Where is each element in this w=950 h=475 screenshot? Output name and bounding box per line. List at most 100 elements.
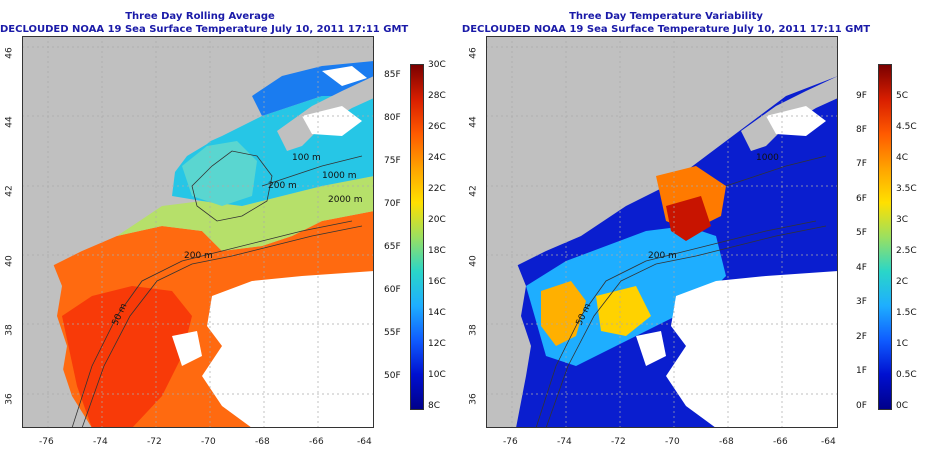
left-cbar-c-label: 30C: [428, 60, 446, 70]
variability-high-a: [541, 281, 586, 346]
left-cbar-f-label: 85F: [384, 70, 401, 80]
right-map-frame: [486, 36, 838, 428]
left-cbar-f-label: 60F: [384, 285, 401, 295]
left-title: Three Day Rolling Average: [125, 11, 275, 22]
left-x-tick: -64: [357, 437, 372, 447]
left-x-tick: -74: [93, 437, 108, 447]
right-cbar-f-label: 2F: [856, 332, 867, 342]
right-cbar-c-label: 0C: [896, 401, 909, 411]
bathymetry-contours: [535, 155, 827, 429]
contour-label-1000m: 1000 m: [322, 171, 357, 181]
left-cbar-f-label: 70F: [384, 199, 401, 209]
right-x-tick: -74: [557, 437, 572, 447]
cloud-mask-north-1: [766, 106, 826, 136]
right-cbar-c-label: 5C: [896, 91, 909, 101]
right-cbar-c-label: 0.5C: [896, 370, 917, 380]
left-y-tick: 44: [4, 116, 15, 128]
ocean-gulf-maine: [182, 141, 257, 206]
right-cbar-f-label: 1F: [856, 366, 867, 376]
contour-label-200m: 200 m: [648, 251, 677, 261]
contour-label-200m-a: 200 m: [184, 251, 213, 261]
right-colorbar: [878, 64, 892, 410]
left-cbar-f-label: 55F: [384, 328, 401, 338]
left-cbar-c-label: 26C: [428, 122, 446, 132]
cloud-mask-north-1: [302, 106, 362, 136]
contour-label-100m: 100 m: [292, 153, 321, 163]
right-y-tick: 46: [468, 47, 479, 59]
right-map: 50 m 200 m 1000: [486, 36, 838, 429]
variability-peak: [666, 196, 711, 241]
left-cbar-f-label: 80F: [384, 113, 401, 123]
right-x-tick: -64: [821, 437, 836, 447]
right-x-tick: -68: [719, 437, 734, 447]
right-cbar-c-label: 2.5C: [896, 246, 917, 256]
left-map-frame: [22, 36, 374, 428]
left-x-tick: -76: [39, 437, 54, 447]
left-x-tick: -70: [201, 437, 216, 447]
right-cbar-f-label: 5F: [856, 228, 867, 238]
bathymetry-contours: [71, 150, 363, 429]
cloud-mask-small-1: [172, 331, 202, 366]
left-cbar-f-label: 75F: [384, 156, 401, 166]
right-cbar-c-label: 4.5C: [896, 122, 917, 132]
right-cbar-f-label: 0F: [856, 401, 867, 411]
land-delmarva: [22, 261, 67, 428]
left-cbar-c-label: 18C: [428, 246, 446, 256]
right-title: Three Day Temperature Variability: [569, 11, 763, 22]
right-y-tick: 42: [468, 185, 479, 197]
left-subtitle: DECLOUDED NOAA 19 Sea Surface Temperatur…: [0, 24, 409, 35]
right-y-tick: 38: [468, 324, 479, 336]
right-cbar-c-label: 2C: [896, 277, 909, 287]
left-x-tick: -68: [255, 437, 270, 447]
left-map: 50 m 200 m 100 m 200 m 1000 m 2000 m: [22, 36, 374, 429]
land-delmarva: [486, 261, 531, 428]
right-cbar-f-label: 4F: [856, 263, 867, 273]
cloud-mask-north-2: [322, 66, 367, 86]
cloud-mask-small-1: [636, 331, 666, 366]
left-cbar-c-label: 14C: [428, 308, 446, 318]
right-cbar-c-label: 1C: [896, 339, 909, 349]
land-coast-north: [486, 36, 838, 271]
left-y-tick: 40: [4, 255, 15, 267]
left-cbar-c-label: 8C: [428, 401, 441, 411]
left-cbar-c-label: 20C: [428, 215, 446, 225]
contour-label-1000: 1000: [756, 153, 779, 163]
right-y-tick: 36: [468, 393, 479, 405]
cloud-mask-south: [202, 271, 374, 428]
left-cbar-c-label: 28C: [428, 91, 446, 101]
right-x-tick: -70: [665, 437, 680, 447]
left-cbar-c-label: 10C: [428, 370, 446, 380]
cloud-mask-south: [666, 271, 838, 428]
lat-lon-grid: [22, 36, 374, 428]
contour-label-2000m: 2000 m: [328, 195, 363, 205]
left-cbar-c-label: 16C: [428, 277, 446, 287]
left-title-block: Three Day Rolling Average DECLOUDED NOAA…: [0, 10, 409, 36]
right-cbar-c-label: 3C: [896, 215, 909, 225]
left-cbar-f-label: 65F: [384, 242, 401, 252]
left-y-tick: 46: [4, 47, 15, 59]
left-y-tick: 42: [4, 185, 15, 197]
right-cbar-f-label: 7F: [856, 159, 867, 169]
left-x-tick: -72: [147, 437, 162, 447]
right-y-tick: 44: [468, 116, 479, 128]
right-subtitle: DECLOUDED NOAA 19 Sea Surface Temperatur…: [461, 24, 871, 35]
right-cbar-f-label: 3F: [856, 297, 867, 307]
right-x-tick: -72: [611, 437, 626, 447]
right-x-tick: -76: [503, 437, 518, 447]
right-cbar-c-label: 4C: [896, 153, 909, 163]
left-y-tick: 36: [4, 393, 15, 405]
left-colorbar: [410, 64, 424, 410]
right-map-panel: 50 m 200 m 1000: [486, 36, 838, 429]
left-cbar-c-label: 22C: [428, 184, 446, 194]
contour-label-200m-b: 200 m: [268, 181, 297, 191]
left-map-panel: 50 m 200 m 100 m 200 m 1000 m 2000 m: [22, 36, 374, 429]
right-title-block: Three Day Temperature Variability DECLOU…: [456, 10, 876, 36]
left-cbar-c-label: 24C: [428, 153, 446, 163]
right-cbar-c-label: 3.5C: [896, 184, 917, 194]
right-cbar-f-label: 6F: [856, 194, 867, 204]
right-y-tick: 40: [468, 255, 479, 267]
left-y-tick: 38: [4, 324, 15, 336]
right-cbar-f-label: 8F: [856, 125, 867, 135]
right-x-tick: -66: [773, 437, 788, 447]
lat-lon-grid: [486, 36, 838, 428]
